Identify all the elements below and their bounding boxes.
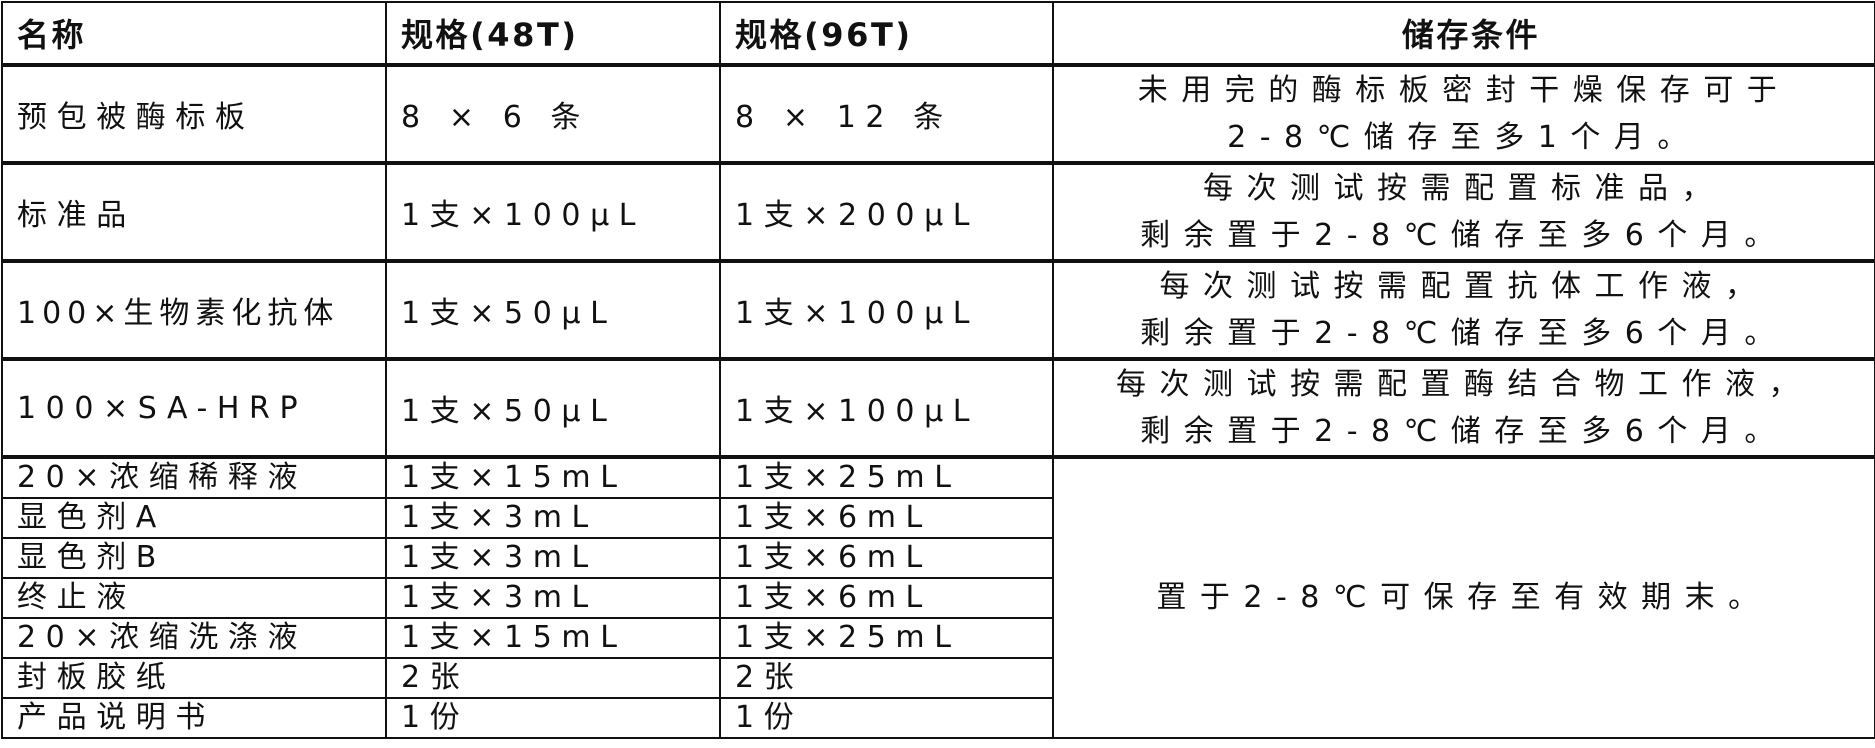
table-row: 封板胶纸 2张 2张 xyxy=(1,657,1875,699)
header-spec-48t: 规格(48T) xyxy=(385,1,721,67)
cell-name: 显色剂A xyxy=(1,497,387,539)
header-row: 名称 规格(48T) 规格(96T) 储存条件 xyxy=(1,1,1875,67)
cell-name: 标准品 xyxy=(1,161,387,263)
cell-storage: 每次测试按需配置标准品， 剩余置于2-8℃储存至多6个月。 xyxy=(1052,161,1875,263)
storage-line: 每次测试按需配置抗体工作液， xyxy=(1159,269,1769,304)
storage-line: 剩余置于2-8℃储存至多6个月。 xyxy=(1140,316,1788,351)
cell-name: 显色剂B xyxy=(1,537,387,579)
cell-name: 20×浓缩洗涤液 xyxy=(1,617,387,659)
cell-name: 封板胶纸 xyxy=(1,657,387,699)
storage-line: 未用完的酶标板密封干燥保存可于 xyxy=(1137,73,1791,108)
table-row: 预包被酶标板 8 × 6 条 8 × 12 条 未用完的酶标板密封干燥保存可于 2… xyxy=(1,63,1875,165)
cell-spec-48t: 8 × 6 条 xyxy=(385,63,721,165)
table-row: 20×浓缩洗涤液 1支×15mL 1支×25mL xyxy=(1,617,1875,659)
storage-line: 每次测试按需配置酶结合物工作液， xyxy=(1116,367,1812,402)
cell-storage: 每次测试按需配置抗体工作液， 剩余置于2-8℃储存至多6个月。 xyxy=(1052,259,1875,361)
cell-spec-96t: 1支×200μL xyxy=(719,161,1054,263)
table-row: 20×浓缩稀释液 1支×15mL 1支×25mL 置于2-8℃可保存至有效期末。 xyxy=(1,456,1875,739)
header-name: 名称 xyxy=(1,1,387,67)
cell-spec-48t: 1份 xyxy=(385,697,721,739)
table-row: 100×生物素化抗体 1支×50μL 1支×100μL 每次测试按需配置抗体工作… xyxy=(1,259,1875,361)
cell-spec-96t: 1支×6mL xyxy=(719,537,1054,579)
cell-spec-48t: 1支×15mL xyxy=(385,456,721,499)
table-row: 显色剂B 1支×3mL 1支×6mL xyxy=(1,537,1875,579)
header-spec-96t: 规格(96T) xyxy=(719,1,1054,67)
cell-name: 产品说明书 xyxy=(1,697,387,739)
cell-spec-48t: 1支×100μL xyxy=(385,161,721,263)
table-row: 产品说明书 1份 1份 xyxy=(1,697,1875,739)
cell-spec-48t: 1支×3mL xyxy=(385,577,721,619)
cell-spec-96t: 8 × 12 条 xyxy=(719,63,1054,165)
cell-spec-48t: 1支×3mL xyxy=(385,537,721,579)
cell-spec-96t: 2张 xyxy=(719,657,1054,699)
cell-spec-96t: 1支×25mL xyxy=(719,617,1054,659)
cell-spec-96t: 1支×100μL xyxy=(719,259,1054,361)
cell-spec-48t: 1支×3mL xyxy=(385,497,721,539)
storage-line: 剩余置于2-8℃储存至多6个月。 xyxy=(1140,218,1788,253)
storage-line: 剩余置于2-8℃储存至多6个月。 xyxy=(1140,414,1788,449)
cell-name: 预包被酶标板 xyxy=(1,63,387,165)
cell-spec-48t: 1支×50μL xyxy=(385,357,721,459)
cell-name: 终止液 xyxy=(1,577,387,619)
header-storage: 储存条件 xyxy=(1052,1,1875,67)
cell-spec-96t: 1支×100μL xyxy=(719,357,1054,459)
table-row: 标准品 1支×100μL 1支×200μL 每次测试按需配置标准品， 剩余置于2-… xyxy=(1,161,1875,263)
table-row: 100×SA-HRP 1支×50μL 1支×100μL 每次测试按需配置酶结合物… xyxy=(1,357,1875,459)
storage-line: 2-8℃储存至多1个月。 xyxy=(1227,120,1701,155)
cell-storage: 未用完的酶标板密封干燥保存可于 2-8℃储存至多1个月。 xyxy=(1052,63,1875,165)
cell-spec-48t: 2张 xyxy=(385,657,721,699)
table-row: 显色剂A 1支×3mL 1支×6mL xyxy=(1,497,1875,539)
cell-name: 20×浓缩稀释液 xyxy=(1,456,387,499)
cell-spec-48t: 1支×15mL xyxy=(385,617,721,659)
table-row: 终止液 1支×3mL 1支×6mL xyxy=(1,577,1875,619)
cell-shared-storage: 置于2-8℃可保存至有效期末。 xyxy=(1052,456,1875,739)
cell-spec-48t: 1支×50μL xyxy=(385,259,721,361)
cell-name: 100×生物素化抗体 xyxy=(1,259,387,361)
cell-storage: 每次测试按需配置酶结合物工作液， 剩余置于2-8℃储存至多6个月。 xyxy=(1052,357,1875,459)
cell-name: 100×SA-HRP xyxy=(1,357,387,459)
storage-line: 每次测试按需配置标准品， xyxy=(1203,171,1725,206)
cell-spec-96t: 1份 xyxy=(719,697,1054,739)
cell-spec-96t: 1支×6mL xyxy=(719,497,1054,539)
cell-spec-96t: 1支×25mL xyxy=(719,456,1054,499)
cell-spec-96t: 1支×6mL xyxy=(719,577,1054,619)
